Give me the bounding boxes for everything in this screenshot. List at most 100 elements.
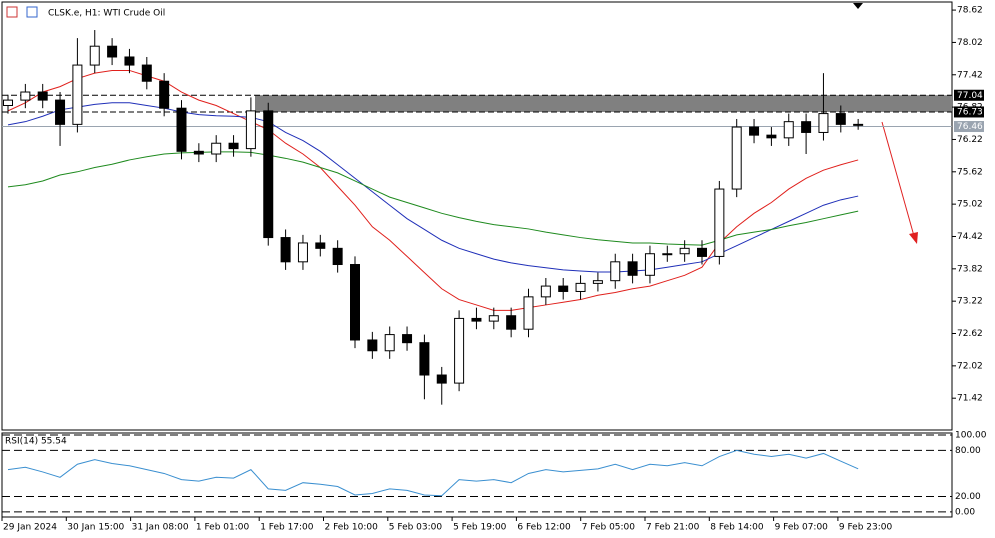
y-tick-label: 71.42 xyxy=(957,394,983,404)
rsi-title: RSI(14) 55.54 xyxy=(5,437,67,447)
y-tick-label: 73.82 xyxy=(957,264,983,274)
candle-body xyxy=(384,334,395,352)
candle-body xyxy=(124,56,135,66)
y-tick-label: 78.02 xyxy=(957,38,983,48)
rsi-line xyxy=(7,449,859,497)
chart-title: CLSK.e, H1: WTI Crude Oil xyxy=(48,9,165,19)
candle-body xyxy=(506,315,517,330)
y-tick-label: 80.00 xyxy=(955,446,981,456)
rsi-pane xyxy=(1,432,953,518)
y-tick-label: 76.22 xyxy=(957,135,983,145)
candle-body xyxy=(350,264,360,341)
x-tick-label: 30 Jan 15:00 xyxy=(67,523,124,533)
x-tick-label: 7 Feb 21:00 xyxy=(646,523,700,533)
candle-body xyxy=(3,99,13,106)
level-label-bg xyxy=(954,106,984,118)
candle-body xyxy=(558,285,569,292)
toolbar-icons xyxy=(6,6,38,18)
candle-body xyxy=(592,280,603,284)
candle-body xyxy=(627,261,638,276)
y-tick-label: 72.02 xyxy=(957,361,983,371)
candle-body xyxy=(332,247,343,266)
y-tick-label: 75.02 xyxy=(957,200,983,210)
candle-body xyxy=(89,45,100,66)
candle-body xyxy=(818,113,829,133)
y-tick-label: 75.62 xyxy=(957,167,983,177)
current-price-bg xyxy=(954,121,984,133)
candle-body xyxy=(644,253,655,276)
x-tick-label: 2 Feb 10:00 xyxy=(325,523,379,533)
candle-body xyxy=(245,110,256,150)
y-tick-label: 0.00 xyxy=(955,507,975,517)
candle-body xyxy=(55,99,66,125)
arrow-head xyxy=(909,232,918,244)
shift-marker xyxy=(853,3,863,9)
x-tick-label: 31 Jan 08:00 xyxy=(132,523,189,533)
candle-body xyxy=(402,334,413,344)
candle-body xyxy=(37,91,48,101)
candle-body xyxy=(679,247,690,255)
current-price-label: 76.46 xyxy=(957,122,983,132)
candle-body xyxy=(853,123,864,126)
candle-body xyxy=(228,142,239,150)
x-tick-label: 9 Feb 07:00 xyxy=(775,523,829,533)
x-tick-label: 8 Feb 14:00 xyxy=(710,523,764,533)
candle-body xyxy=(193,150,204,155)
candle-body xyxy=(211,142,222,155)
moving-average xyxy=(7,151,859,246)
moving-average xyxy=(7,102,859,273)
y-tick-label: 73.22 xyxy=(957,297,983,307)
candle-body xyxy=(72,64,83,125)
y-tick-label: 78.62 xyxy=(957,6,983,16)
candle-body xyxy=(714,188,725,257)
candle-body xyxy=(488,315,499,322)
candle-body xyxy=(141,64,152,82)
candle-body xyxy=(436,374,447,384)
x-tick-label: 5 Feb 03:00 xyxy=(389,523,443,533)
x-tick-label: 9 Feb 23:00 xyxy=(839,523,893,533)
candle-body xyxy=(731,126,742,190)
x-tick-label: 1 Feb 17:00 xyxy=(260,523,314,533)
candle-body xyxy=(176,107,187,152)
level-label: 77.04 xyxy=(957,91,983,101)
candle-body xyxy=(610,261,621,282)
candle-body xyxy=(575,282,586,292)
candle-body xyxy=(159,80,170,109)
candle-body xyxy=(697,247,707,257)
x-tick-label: 6 Feb 12:00 xyxy=(517,523,571,533)
x-tick-label: 7 Feb 05:00 xyxy=(582,523,636,533)
candle-body xyxy=(20,91,31,101)
candle-body xyxy=(471,317,482,322)
candle-body xyxy=(783,121,794,139)
candle-body xyxy=(766,134,777,139)
candle-body xyxy=(662,253,673,256)
level-label: 76.73 xyxy=(957,107,983,117)
candle-body xyxy=(454,317,465,384)
forecast-arrow xyxy=(881,121,918,244)
candle-body xyxy=(801,121,812,133)
candle-body xyxy=(540,285,551,298)
candle-body xyxy=(749,126,760,136)
candle-body xyxy=(280,237,291,263)
candle-body xyxy=(263,110,274,239)
icon xyxy=(6,6,18,18)
y-tick-label: 77.42 xyxy=(957,70,983,80)
candle-body xyxy=(835,113,846,125)
candle-body xyxy=(419,342,430,376)
candle-body xyxy=(315,242,326,249)
y-tick-label: 74.42 xyxy=(957,232,983,242)
icon xyxy=(26,6,38,18)
y-tick-label: 100.00 xyxy=(955,431,987,441)
x-tick-label: 5 Feb 19:00 xyxy=(453,523,507,533)
x-tick-label: 1 Feb 01:00 xyxy=(196,523,250,533)
arrow-line xyxy=(881,121,915,237)
x-tick-label: 29 Jan 2024 xyxy=(3,523,57,533)
y-tick-label: 20.00 xyxy=(955,492,981,502)
level-label-bg xyxy=(954,89,984,101)
candle-body xyxy=(523,296,534,330)
zone xyxy=(255,95,952,112)
candle-body xyxy=(297,242,308,263)
candle-body xyxy=(107,45,118,58)
candle-body xyxy=(367,339,378,352)
